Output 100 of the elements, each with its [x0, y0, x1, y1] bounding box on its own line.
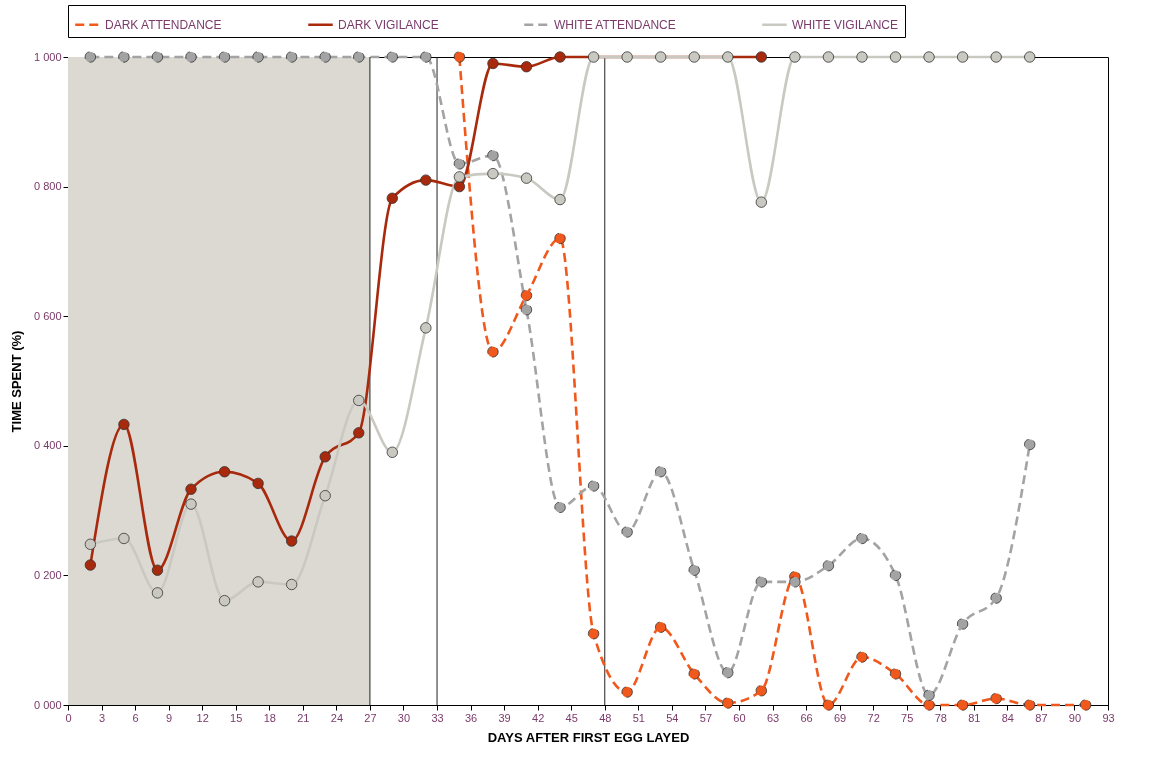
- point: [151, 51, 164, 63]
- x-tick-label: 30: [397, 711, 411, 724]
- point: [822, 699, 835, 711]
- point: [923, 51, 935, 63]
- point: [386, 446, 398, 458]
- point: [889, 569, 902, 582]
- y-tick-label: 0 400: [33, 439, 62, 452]
- point: [688, 668, 700, 680]
- point: [956, 51, 969, 63]
- point: [353, 427, 365, 439]
- x-tick-label: 45: [565, 711, 578, 724]
- point: [856, 532, 868, 545]
- point: [990, 51, 1002, 63]
- x-tick-label: 6: [132, 711, 139, 724]
- legend-label: WHITE VIGILANCE: [792, 17, 899, 32]
- point: [252, 477, 264, 490]
- x-tick-label: 51: [632, 711, 645, 724]
- point: [319, 490, 331, 502]
- point: [520, 172, 533, 184]
- point: [520, 61, 533, 73]
- point: [822, 560, 835, 572]
- x-tick-label: 48: [599, 711, 612, 724]
- point: [319, 451, 331, 463]
- point: [118, 418, 130, 431]
- y-tick-label: 0 000: [33, 698, 62, 711]
- point: [420, 322, 432, 334]
- point: [822, 51, 835, 63]
- x-tick-label: 66: [800, 711, 813, 724]
- x-tick-label: 39: [498, 711, 511, 724]
- point: [353, 394, 365, 407]
- point: [655, 621, 667, 633]
- point: [856, 51, 868, 63]
- point: [923, 689, 935, 701]
- x-tick-label: 21: [297, 711, 310, 724]
- x-tick-label: 9: [166, 711, 173, 724]
- x-tick-label: 54: [666, 711, 679, 724]
- point: [990, 692, 1002, 705]
- x-tick-label: 12: [196, 711, 209, 724]
- x-tick-label: 3: [98, 711, 106, 724]
- x-tick-label: 18: [263, 711, 276, 724]
- point: [252, 576, 264, 588]
- point: [487, 57, 499, 70]
- y-axis-title: TIME SPENT (%): [8, 330, 24, 433]
- point: [587, 480, 600, 492]
- point: [722, 697, 734, 709]
- x-tick-label: 81: [968, 711, 981, 724]
- point: [889, 668, 902, 680]
- x-tick-label: 27: [364, 711, 377, 724]
- point: [1024, 699, 1036, 711]
- point: [755, 196, 767, 208]
- point: [655, 466, 667, 478]
- point: [554, 51, 566, 63]
- x-tick-label: 33: [431, 711, 444, 724]
- point: [218, 595, 231, 607]
- x-tick-label: 0: [65, 711, 72, 724]
- point: [453, 171, 466, 183]
- point: [722, 51, 734, 63]
- x-tick-label: 63: [766, 711, 780, 724]
- point: [554, 232, 566, 245]
- point: [487, 168, 499, 180]
- point: [956, 618, 969, 630]
- x-tick-label: 15: [230, 711, 243, 724]
- point: [453, 158, 466, 170]
- point: [755, 576, 767, 588]
- point: [755, 685, 767, 697]
- point: [420, 51, 432, 63]
- point: [789, 576, 801, 588]
- point: [755, 51, 767, 63]
- x-tick-label: 60: [733, 711, 746, 724]
- point: [1079, 699, 1092, 711]
- point: [118, 532, 130, 545]
- point: [520, 289, 533, 302]
- point: [319, 51, 331, 63]
- point: [990, 592, 1002, 604]
- point: [118, 51, 130, 63]
- point: [856, 651, 868, 663]
- point: [151, 587, 164, 599]
- point: [84, 51, 97, 63]
- y-tick-label: 0 600: [33, 309, 62, 322]
- point: [587, 51, 600, 63]
- x-tick-label: 57: [699, 711, 713, 724]
- point: [554, 193, 566, 206]
- legend-label: DARK ATTENDANCE: [105, 17, 222, 32]
- point: [151, 564, 164, 576]
- point: [688, 564, 700, 576]
- point: [789, 51, 801, 63]
- x-tick-label: 69: [833, 711, 847, 724]
- point: [487, 346, 499, 358]
- point: [84, 538, 97, 550]
- point: [889, 51, 902, 63]
- point: [453, 180, 466, 193]
- x-tick-label: 93: [1102, 711, 1115, 724]
- point: [84, 559, 97, 571]
- legend-label: DARK VIGILANCE: [338, 17, 439, 32]
- x-axis-title: DAYS AFTER FIRST EGG LAYED: [487, 729, 690, 745]
- point: [286, 51, 298, 63]
- point: [655, 51, 667, 63]
- y-tick-label: 0 800: [33, 180, 62, 193]
- point: [286, 535, 298, 547]
- x-tick-label: 72: [867, 711, 880, 724]
